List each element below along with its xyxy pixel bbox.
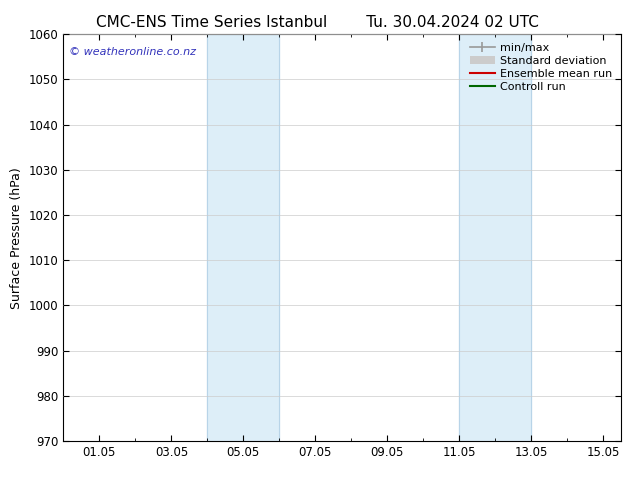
Legend: min/max, Standard deviation, Ensemble mean run, Controll run: min/max, Standard deviation, Ensemble me…: [467, 40, 616, 95]
Bar: [207, 34, 280, 441]
Text: CMC-ENS Time Series Istanbul        Tu. 30.04.2024 02 UTC: CMC-ENS Time Series Istanbul Tu. 30.04.2…: [96, 15, 538, 30]
Text: © weatheronline.co.nz: © weatheronline.co.nz: [69, 47, 196, 56]
Bar: [460, 34, 531, 441]
Y-axis label: Surface Pressure (hPa): Surface Pressure (hPa): [10, 167, 23, 309]
